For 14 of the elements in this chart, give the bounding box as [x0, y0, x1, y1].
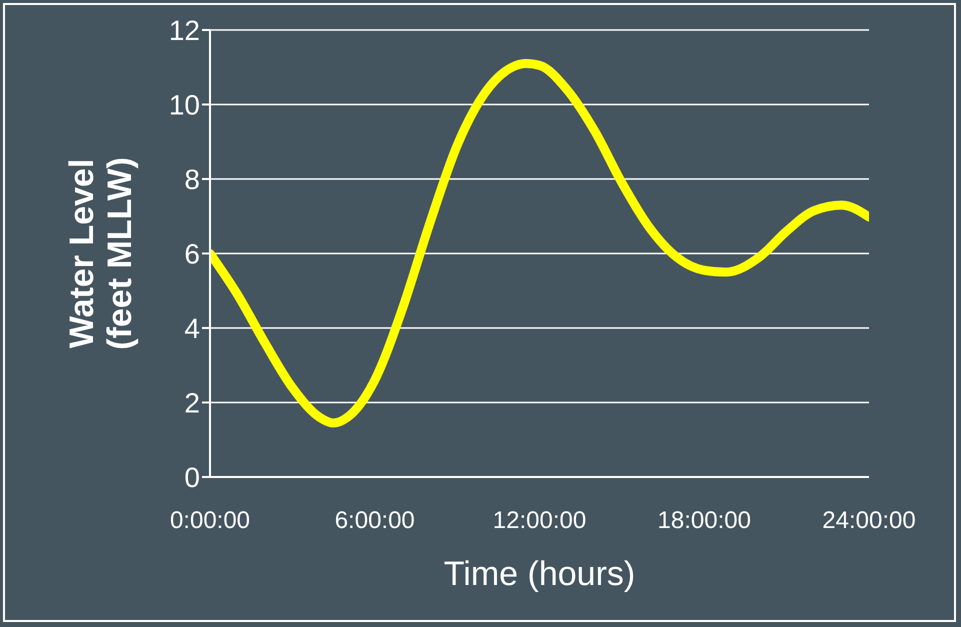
x-tick-label: 0:00:00 [170, 507, 250, 534]
y-tick-label: 12 [168, 14, 200, 46]
x-tick-label: 24:00:00 [822, 507, 916, 534]
y-tick-label: 0 [184, 462, 200, 493]
y-tick-label: 4 [184, 312, 200, 344]
y-axis-title: Water Level (feet MLLW) [63, 157, 139, 350]
y-tick-label: 6 [184, 238, 200, 270]
x-tick-label: 6:00:00 [334, 507, 415, 534]
y-tick-label: 2 [184, 387, 200, 418]
x-tick-label: 12:00:00 [492, 507, 586, 534]
y-tick-label: 8 [184, 164, 200, 195]
x-tick-label: 18:00:00 [658, 507, 751, 534]
y-tick-label: 10 [168, 89, 200, 120]
x-axis-title: Time (hours) [444, 555, 636, 593]
